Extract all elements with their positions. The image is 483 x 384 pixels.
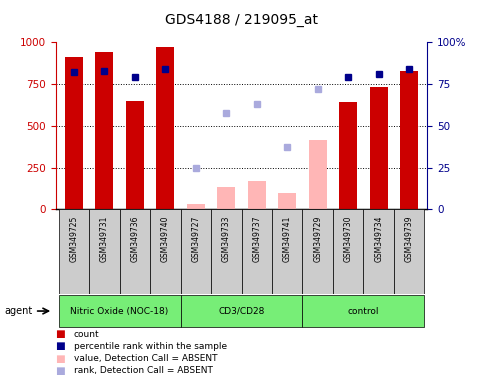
Text: GSM349725: GSM349725 (70, 215, 78, 262)
Bar (400, 71, 418, 209)
Bar (186, 204, 205, 209)
Bar (339, 103, 357, 209)
Text: ■: ■ (56, 341, 65, 351)
Text: GDS4188 / 219095_at: GDS4188 / 219095_at (165, 13, 318, 27)
Bar (278, 193, 297, 209)
Text: ■: ■ (56, 354, 65, 364)
Text: CD3/CD28: CD3/CD28 (218, 306, 265, 316)
Bar (65, 57, 83, 209)
Bar (156, 47, 174, 209)
Text: ■: ■ (56, 366, 65, 376)
Text: GSM349733: GSM349733 (222, 215, 231, 262)
Text: control: control (348, 306, 379, 316)
Bar (309, 140, 327, 209)
Bar (58, 209, 89, 294)
Text: GSM349730: GSM349730 (344, 215, 353, 262)
Bar (120, 209, 150, 294)
Bar (369, 86, 388, 209)
Text: GSM349734: GSM349734 (374, 215, 383, 262)
Text: GSM349727: GSM349727 (191, 215, 200, 262)
Text: GSM349741: GSM349741 (283, 215, 292, 262)
Bar (394, 209, 425, 294)
Text: rank, Detection Call = ABSENT: rank, Detection Call = ABSENT (74, 366, 213, 376)
Text: agent: agent (5, 306, 33, 316)
Bar (217, 187, 235, 209)
Bar (95, 52, 114, 209)
Bar (333, 209, 363, 294)
Text: GSM349739: GSM349739 (405, 215, 413, 262)
Text: GSM349731: GSM349731 (100, 215, 109, 262)
Bar (302, 209, 333, 294)
Text: ■: ■ (56, 329, 65, 339)
Bar (181, 295, 302, 326)
Bar (248, 181, 266, 209)
Bar (181, 209, 211, 294)
Text: GSM349736: GSM349736 (130, 215, 139, 262)
Bar (363, 209, 394, 294)
Bar (242, 209, 272, 294)
Text: GSM349737: GSM349737 (252, 215, 261, 262)
Text: GSM349740: GSM349740 (161, 215, 170, 262)
Bar (211, 209, 242, 294)
Text: count: count (74, 329, 99, 339)
Bar (302, 295, 425, 326)
Bar (89, 209, 120, 294)
Text: Nitric Oxide (NOC-18): Nitric Oxide (NOC-18) (71, 306, 169, 316)
Bar (58, 295, 181, 326)
Bar (126, 101, 144, 209)
Bar (150, 209, 181, 294)
Text: percentile rank within the sample: percentile rank within the sample (74, 342, 227, 351)
Bar (272, 209, 302, 294)
Text: value, Detection Call = ABSENT: value, Detection Call = ABSENT (74, 354, 217, 363)
Text: GSM349729: GSM349729 (313, 215, 322, 262)
